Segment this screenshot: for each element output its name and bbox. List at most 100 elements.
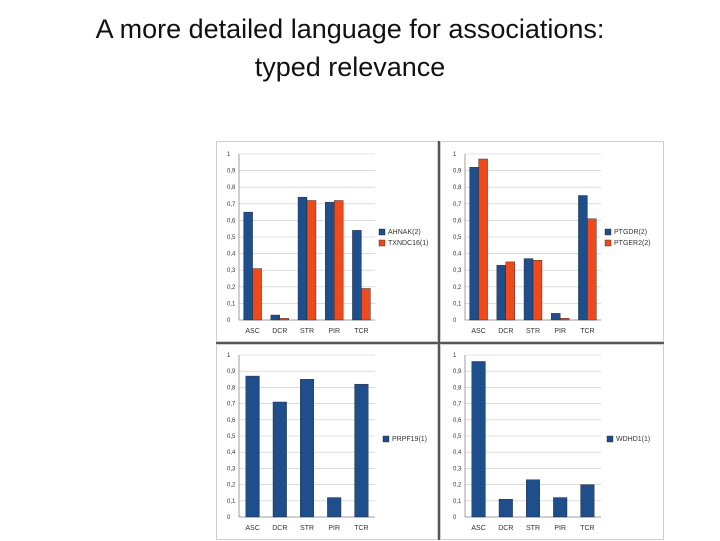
y-tick-label: 0,3: [453, 466, 462, 472]
chart-svg: 0 0,1 0,2 0,3 0,4 0,5 0,6 0,7 0,8 0,9 1 ASC DCR STR PI…: [453, 353, 650, 532]
bar-asc-2: [252, 268, 262, 321]
bar-tcr-2: [587, 218, 597, 321]
x-category-label: ASC: [471, 525, 485, 532]
legend-label: TXNDC16(1): [388, 240, 428, 247]
slide-title-line-2: typed relevance: [254, 52, 446, 82]
bar-asc-1: [471, 361, 486, 518]
chart-svg: 0 0,1 0,2 0,3 0,4 0,5 0,6 0,7 0,8 0,9 1 ASC DCR STR PI…: [227, 353, 427, 532]
bar-asc-1: [243, 211, 253, 321]
bar-str-1: [297, 196, 308, 321]
x-category-label: PIR: [554, 328, 566, 335]
chart-panel-prpf19: 0 0,1 0,2 0,3 0,4 0,5 0,6 0,7 0,8 0,9 1 ASC DCR STR PI…: [216, 344, 438, 540]
y-tick-label: 0,8: [453, 385, 462, 391]
x-category-label: DCR: [272, 525, 287, 532]
y-tick-label: 0,8: [227, 185, 236, 191]
x-category-label: ASC: [245, 525, 259, 532]
x-category-label: STR: [300, 525, 314, 532]
bar-pir-1: [551, 313, 561, 321]
y-tick-label: 1: [453, 353, 457, 359]
x-category-label: STR: [300, 328, 314, 335]
y-tick-label: 0,1: [453, 301, 462, 307]
bar-str-1: [299, 379, 314, 518]
y-tick-label: 0,9: [227, 369, 236, 375]
y-tick-label: 0,5: [453, 235, 462, 241]
chart-panel-ptgdr-ptger2: 0 0,1 0,2 0,3 0,4 0,5 0,6 0,7 0,8 0,9 1 ASC DCR STR PI…: [440, 141, 664, 342]
bar-pir-1: [327, 497, 342, 518]
x-category-label: PIR: [554, 525, 566, 532]
legend-label: WDHD1(1): [616, 436, 650, 443]
x-category-label: TCR: [580, 328, 594, 335]
y-tick-label: 0,6: [227, 418, 236, 424]
y-tick-label: 0,5: [453, 434, 462, 440]
bar-str-1: [525, 479, 540, 518]
x-category-label: STR: [526, 525, 540, 532]
chart-svg: 0 0,1 0,2 0,3 0,4 0,5 0,6 0,7 0,8 0,9 1 ASC DCR STR PI…: [227, 152, 428, 335]
chart-svg: 0 0,1 0,2 0,3 0,4 0,5 0,6 0,7 0,8 0,9 1 ASC DCR STR PI…: [453, 152, 651, 335]
y-tick-label: 0,4: [453, 252, 462, 258]
bar-str-2: [306, 200, 317, 321]
legend-swatch: [378, 239, 386, 247]
slide-title: A more detailed language for association…: [0, 10, 700, 86]
chart-panel-ahnak-txndc16: 0 0,1 0,2 0,3 0,4 0,5 0,6 0,7 0,8 0,9 1 ASC DCR STR PI…: [216, 141, 438, 342]
y-tick-label: 1: [453, 152, 457, 158]
y-tick-label: 0,9: [227, 169, 236, 175]
y-tick-label: 0,1: [453, 499, 462, 505]
bar-tcr-1: [580, 484, 595, 518]
bar-dcr-1: [272, 401, 287, 518]
legend-label: PRPF19(1): [392, 436, 427, 443]
bar-tcr-1: [352, 230, 362, 321]
bar-str-2: [532, 260, 543, 321]
y-tick-label: 0,3: [227, 466, 236, 472]
bar-dcr-1: [270, 314, 281, 321]
y-tick-label: 0,8: [453, 185, 462, 191]
y-tick-label: 1: [227, 353, 231, 359]
x-category-label: TCR: [580, 525, 594, 532]
y-tick-label: 0,3: [453, 268, 462, 274]
bar-pir-2: [559, 318, 570, 321]
legend-swatch: [378, 228, 386, 236]
bar-pir-2: [333, 200, 344, 321]
y-tick-label: 0,7: [227, 402, 236, 408]
bar-tcr-1: [578, 195, 588, 321]
y-tick-label: 0,7: [453, 402, 462, 408]
x-category-label: PIR: [328, 328, 340, 335]
y-tick-label: 0,4: [453, 450, 462, 456]
y-tick-label: 0,6: [453, 418, 462, 424]
y-tick-label: 0,6: [227, 218, 236, 224]
x-category-label: DCR: [498, 525, 513, 532]
bar-pir-1: [325, 201, 335, 321]
y-tick-label: 0,2: [227, 483, 236, 489]
y-tick-label: 1: [227, 152, 231, 158]
y-tick-label: 0,1: [227, 499, 236, 505]
y-tick-label: 0,4: [227, 252, 236, 258]
y-tick-label: 0,1: [227, 301, 236, 307]
x-category-label: TCR: [354, 328, 368, 335]
bar-tcr-2: [361, 288, 371, 321]
x-category-label: PIR: [328, 525, 340, 532]
legend-label: PTGDR(2): [614, 229, 647, 236]
x-category-label: DCR: [498, 328, 513, 335]
y-tick-label: 0,8: [227, 385, 236, 391]
legend-swatch: [382, 435, 390, 443]
legend-swatch: [604, 228, 612, 236]
x-category-label: STR: [526, 328, 540, 335]
y-tick-label: 0: [227, 318, 231, 324]
y-tick-label: 0: [453, 318, 457, 324]
bar-pir-1: [553, 497, 568, 518]
legend-swatch: [606, 435, 614, 443]
x-category-label: ASC: [471, 328, 485, 335]
y-tick-label: 0,2: [453, 483, 462, 489]
y-tick-label: 0,6: [453, 218, 462, 224]
legend-label: AHNAK(2): [388, 229, 421, 236]
y-tick-label: 0: [453, 515, 457, 521]
legend-label: PTGER2(2): [614, 240, 651, 247]
bar-dcr-2: [505, 261, 515, 321]
bar-asc-1: [469, 167, 479, 321]
slide-title-line-1: A more detailed language for association…: [95, 14, 605, 44]
bar-tcr-1: [354, 383, 369, 518]
bar-dcr-1: [498, 498, 513, 518]
x-category-label: DCR: [272, 328, 287, 335]
bar-asc-1: [245, 375, 260, 518]
chart-grid: 0 0,1 0,2 0,3 0,4 0,5 0,6 0,7 0,8 0,9 1 ASC DCR STR PI…: [216, 141, 664, 540]
y-tick-label: 0,2: [227, 285, 236, 291]
